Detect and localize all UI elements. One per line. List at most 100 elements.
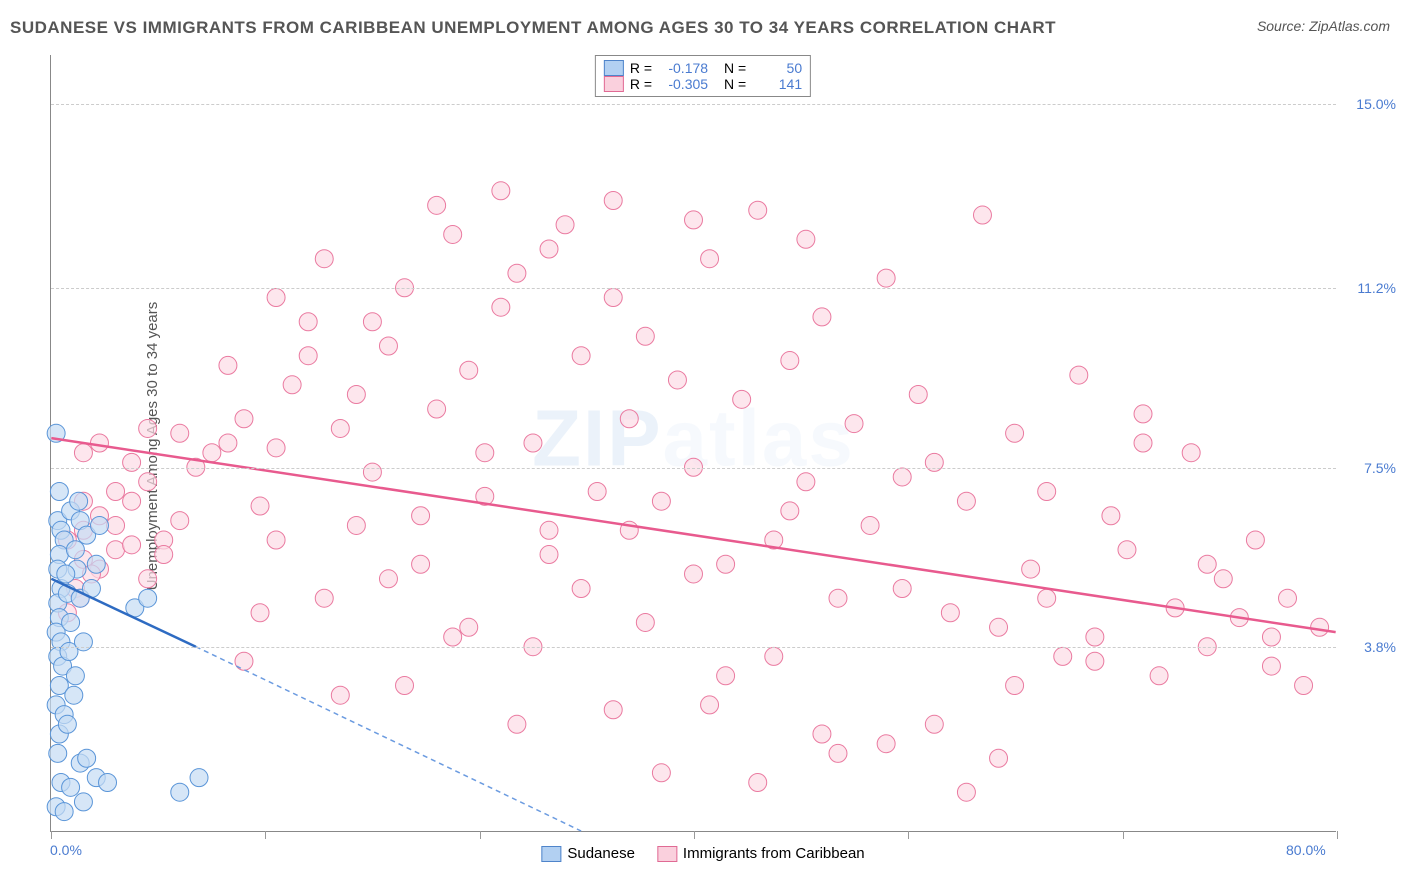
- scatter-point: [877, 269, 895, 287]
- scatter-point: [668, 371, 686, 389]
- scatter-point: [909, 386, 927, 404]
- scatter-point: [877, 735, 895, 753]
- scatter-point: [251, 497, 269, 515]
- scatter-point: [524, 434, 542, 452]
- scatter-point: [1086, 628, 1104, 646]
- scatter-point: [379, 570, 397, 588]
- correlation-legend: R = -0.178 N = 50 R = -0.305 N = 141: [595, 55, 811, 97]
- n-label: N =: [724, 60, 746, 76]
- x-tick: [265, 831, 266, 839]
- x-axis-start: 0.0%: [50, 842, 82, 858]
- r-value-sudanese: -0.178: [658, 60, 708, 76]
- scatter-point: [893, 580, 911, 598]
- scatter-point: [70, 492, 88, 510]
- series-label-sudanese: Sudanese: [567, 845, 635, 862]
- scatter-point: [1214, 570, 1232, 588]
- scatter-point: [139, 570, 157, 588]
- scatter-point: [1295, 677, 1313, 695]
- scatter-point: [203, 444, 221, 462]
- scatter-point: [78, 749, 96, 767]
- scatter-point: [99, 774, 117, 792]
- y-tick-label: 3.8%: [1364, 639, 1396, 655]
- scatter-point: [1054, 647, 1072, 665]
- swatch-sudanese-bottom: [541, 846, 561, 862]
- scatter-point: [65, 686, 83, 704]
- scatter-point: [1038, 589, 1056, 607]
- scatter-point: [765, 647, 783, 665]
- scatter-point: [1038, 483, 1056, 501]
- scatter-point: [1102, 507, 1120, 525]
- series-label-caribbean: Immigrants from Caribbean: [683, 845, 865, 862]
- scatter-point: [412, 555, 430, 573]
- scatter-point: [604, 289, 622, 307]
- scatter-point: [636, 613, 654, 631]
- scatter-point: [941, 604, 959, 622]
- scatter-point: [283, 376, 301, 394]
- swatch-caribbean-bottom: [657, 846, 677, 862]
- scatter-point: [74, 444, 92, 462]
- scatter-point: [139, 589, 157, 607]
- scatter-point: [797, 473, 815, 491]
- scatter-point: [1182, 444, 1200, 462]
- scatter-point: [1262, 628, 1280, 646]
- scatter-point: [267, 439, 285, 457]
- scatter-point: [347, 386, 365, 404]
- scatter-point: [540, 521, 558, 539]
- scatter-point: [508, 715, 526, 733]
- scatter-point: [219, 434, 237, 452]
- x-tick: [480, 831, 481, 839]
- scatter-point: [893, 468, 911, 486]
- scatter-point: [379, 337, 397, 355]
- scatter-point: [861, 516, 879, 534]
- scatter-point: [1279, 589, 1297, 607]
- scatter-point: [219, 356, 237, 374]
- scatter-point: [1006, 677, 1024, 695]
- scatter-point: [66, 541, 84, 559]
- plot-area: ZIPatlas 15.0%11.2%7.5%3.8%: [50, 55, 1336, 832]
- n-label: N =: [724, 76, 746, 92]
- scatter-point: [57, 565, 75, 583]
- scatter-point: [347, 516, 365, 534]
- scatter-point: [540, 546, 558, 564]
- scatter-point: [107, 516, 125, 534]
- scatter-point: [139, 473, 157, 491]
- scatter-point: [171, 424, 189, 442]
- scatter-point: [1262, 657, 1280, 675]
- r-label: R =: [630, 76, 652, 92]
- gridline: [51, 647, 1336, 648]
- scatter-point: [556, 216, 574, 234]
- x-tick: [694, 831, 695, 839]
- scatter-point: [428, 400, 446, 418]
- scatter-point: [572, 347, 590, 365]
- scatter-point: [604, 701, 622, 719]
- scatter-point: [652, 492, 670, 510]
- scatter-point: [315, 589, 333, 607]
- scatter-point: [829, 744, 847, 762]
- scatter-point: [1198, 555, 1216, 573]
- gridline: [51, 468, 1336, 469]
- swatch-sudanese: [604, 60, 624, 76]
- r-label: R =: [630, 60, 652, 76]
- scatter-point: [190, 769, 208, 787]
- scatter-point: [973, 206, 991, 224]
- scatter-point: [492, 182, 510, 200]
- scatter-point: [139, 419, 157, 437]
- scatter-point: [1150, 667, 1168, 685]
- swatch-caribbean: [604, 76, 624, 92]
- scatter-point: [1134, 405, 1152, 423]
- scatter-point: [460, 361, 478, 379]
- scatter-point: [990, 618, 1008, 636]
- plot-svg: [51, 55, 1336, 831]
- gridline: [51, 104, 1336, 105]
- legend-item-sudanese: Sudanese: [541, 845, 635, 862]
- scatter-point: [396, 677, 414, 695]
- scatter-point: [123, 536, 141, 554]
- scatter-point: [50, 483, 68, 501]
- scatter-point: [235, 410, 253, 428]
- scatter-point: [91, 516, 109, 534]
- scatter-point: [717, 667, 735, 685]
- scatter-point: [749, 774, 767, 792]
- scatter-point: [1311, 618, 1329, 636]
- scatter-point: [299, 347, 317, 365]
- scatter-point: [107, 483, 125, 501]
